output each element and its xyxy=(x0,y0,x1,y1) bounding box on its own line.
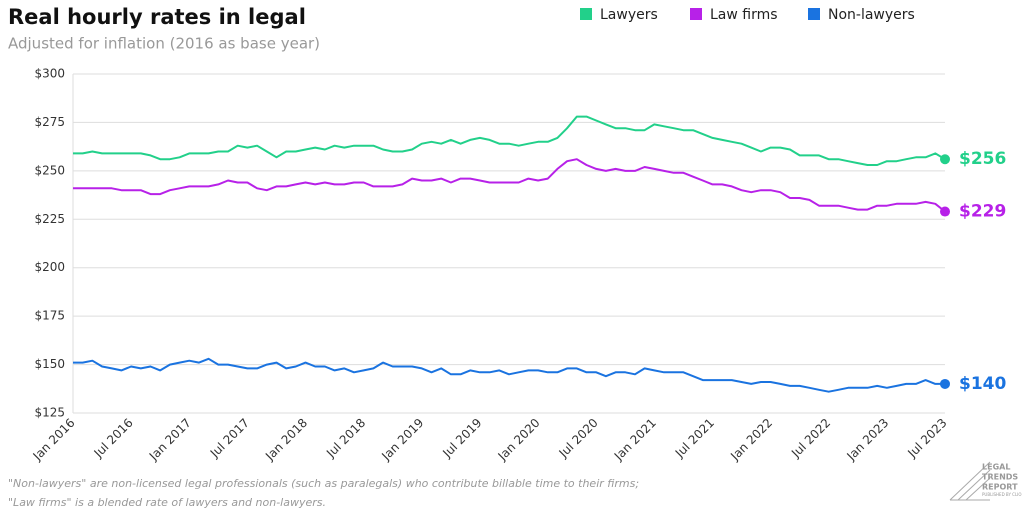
x-tick-label: Jan 2022 xyxy=(727,416,775,464)
y-tick-label: $150 xyxy=(34,357,65,371)
series-line xyxy=(73,357,945,393)
logo: LEGAL TRENDS REPORT PUBLISHED BY CLIO xyxy=(949,461,1022,501)
chart-subtitle: Adjusted for inflation (2016 as base yea… xyxy=(8,35,320,53)
y-tick-label: $275 xyxy=(34,115,65,129)
x-tick-label: Jul 2018 xyxy=(323,416,368,461)
x-tick-label: Jul 2021 xyxy=(672,416,717,461)
x-tick-label: Jul 2019 xyxy=(439,416,484,461)
x-tick-label: Jul 2017 xyxy=(207,416,252,461)
series-line xyxy=(73,115,946,166)
logo-text: PUBLISHED BY CLIO xyxy=(982,492,1022,497)
chart-title: Real hourly rates in legal xyxy=(8,5,306,29)
legend-swatch xyxy=(580,8,592,20)
legend-label: Law firms xyxy=(710,7,778,23)
x-tick-label: Jan 2017 xyxy=(146,416,194,464)
x-tick-label: Jul 2022 xyxy=(788,416,833,461)
x-tick-label: Jan 2016 xyxy=(30,416,78,464)
x-tick-label: Jan 2020 xyxy=(495,416,543,464)
legend-label: Lawyers xyxy=(600,7,658,23)
end-point xyxy=(940,154,950,165)
x-tick-label: Jan 2021 xyxy=(611,416,659,464)
footnote: "Non-lawyers" are non-licensed legal pro… xyxy=(8,477,639,490)
end-point xyxy=(940,378,950,389)
x-tick-label: Jul 2016 xyxy=(91,416,136,461)
logo-text: TRENDS xyxy=(982,473,1018,482)
x-tick-label: Jan 2019 xyxy=(378,416,426,464)
legend-swatch xyxy=(690,8,702,20)
series-line xyxy=(73,158,946,213)
x-tick-label: Jan 2023 xyxy=(843,416,891,464)
value-label: $229 xyxy=(959,202,1006,222)
y-tick-label: $300 xyxy=(34,67,65,81)
y-tick-label: $250 xyxy=(34,163,65,177)
value-label: $256 xyxy=(959,149,1006,169)
y-tick-label: $175 xyxy=(34,309,65,323)
logo-text: LEGAL xyxy=(982,463,1010,472)
x-tick-label: Jul 2020 xyxy=(556,416,601,461)
logo-text: REPORT xyxy=(982,483,1018,492)
x-tick-label: Jan 2018 xyxy=(262,416,310,464)
x-tick-label: Jul 2023 xyxy=(904,416,949,461)
legend-label: Non-lawyers xyxy=(828,7,915,23)
legend-swatch xyxy=(808,8,820,20)
logo-mark xyxy=(949,461,991,501)
y-tick-label: $125 xyxy=(34,406,65,420)
value-label: $140 xyxy=(959,374,1006,394)
footnote: "Law firms" is a blended rate of lawyers… xyxy=(8,496,326,509)
y-tick-label: $225 xyxy=(34,212,65,226)
end-point xyxy=(940,206,950,217)
y-tick-label: $200 xyxy=(34,260,65,274)
